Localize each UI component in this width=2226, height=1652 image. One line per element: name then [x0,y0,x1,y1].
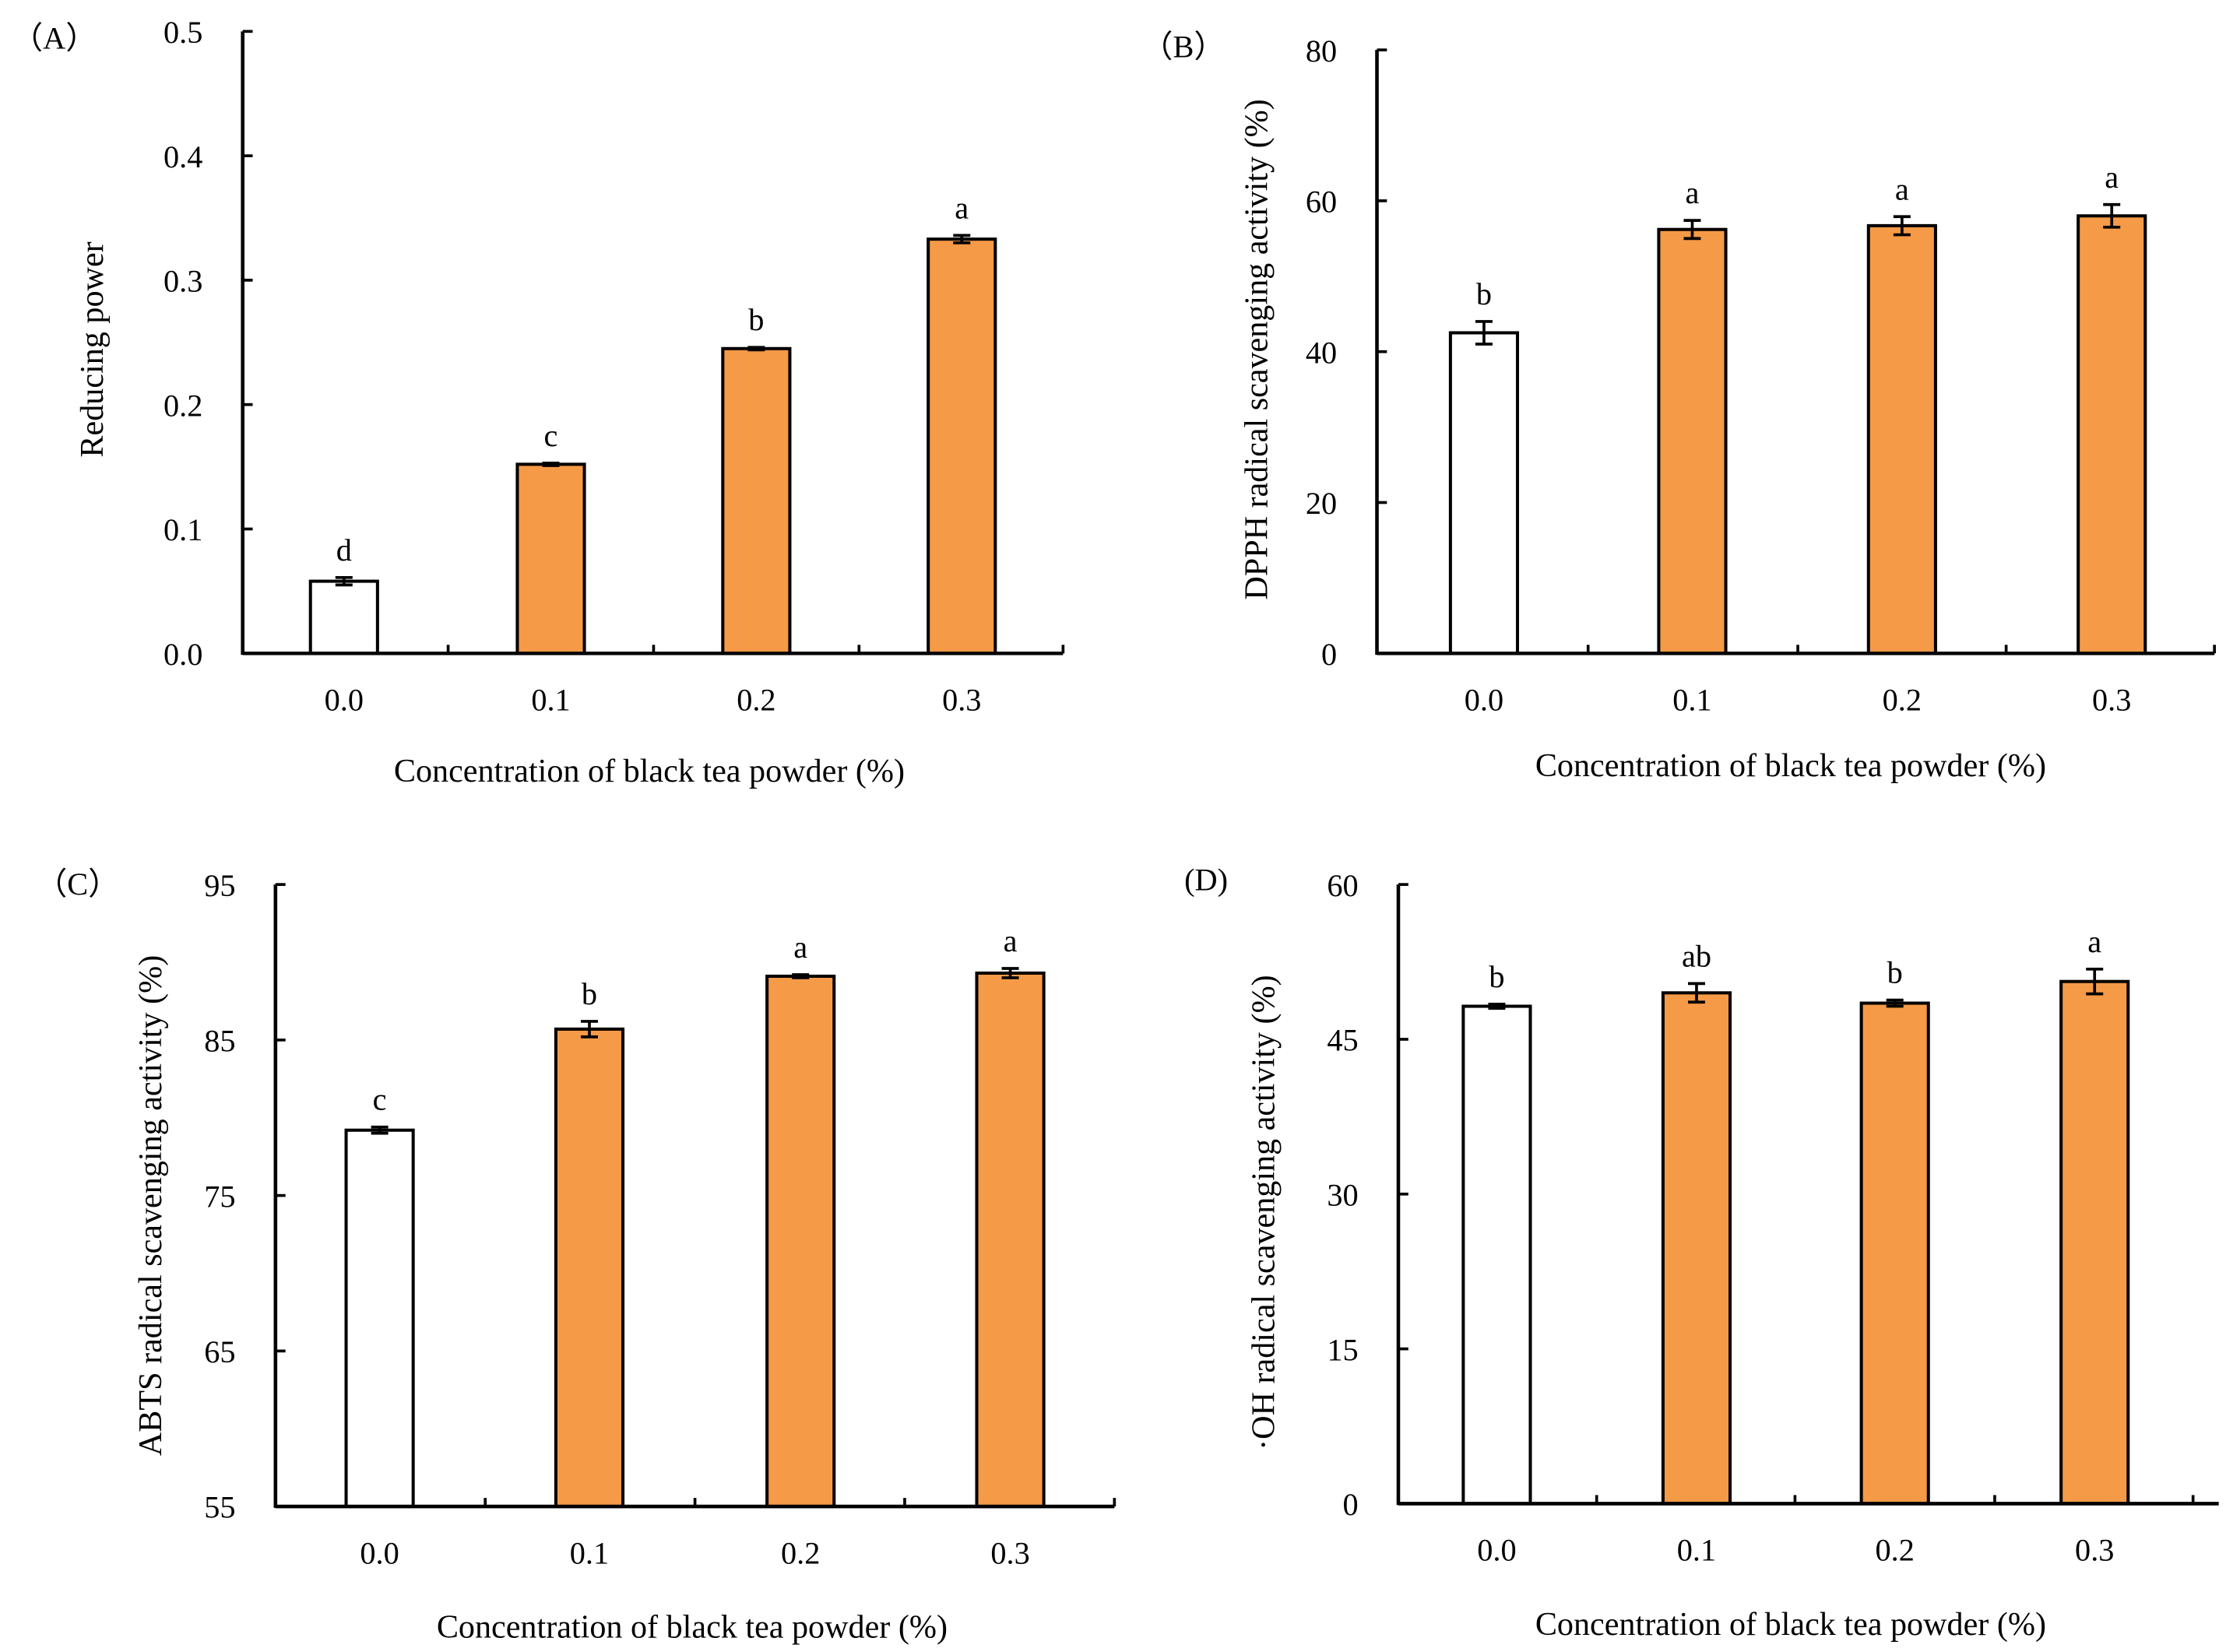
bar [554,1027,625,1509]
y-axis-label: DPPH radical scavenging activity (%) [1238,99,1275,599]
significance-letter: ab [1682,938,1711,973]
bar [721,346,792,656]
x-axis-label: Concentration of black tea powder (%) [437,1609,948,1646]
bar [308,579,379,656]
bar [344,1128,415,1509]
bar [2059,979,2130,1506]
x-tick-label: 0.0 [325,683,364,718]
y-tick-label: 30 [1327,1177,1358,1212]
panel-label: （C） [36,866,119,902]
significance-letter: b [582,976,597,1011]
bar [1866,223,1937,656]
significance-letter: a [2087,924,2101,959]
y-tick-label: 45 [1327,1023,1358,1058]
significance-letter: b [748,302,764,337]
significance-letter: b [1489,959,1504,994]
y-tick-label: 0.3 [164,264,202,299]
significance-letter: a [1895,171,1909,206]
x-tick-label: 0.0 [360,1535,399,1570]
significance-letter: a [1004,923,1018,958]
x-tick-label: 0.0 [1465,683,1503,718]
y-tick-label: 60 [1306,185,1337,220]
y-tick-label: 15 [1327,1332,1358,1367]
y-tick-label: 0.5 [164,15,202,50]
y-tick-label: 0.4 [164,139,202,174]
y-tick-label: 55 [204,1490,235,1525]
y-tick-label: 0.1 [164,512,202,547]
x-axis-label: Concentration of black tea powder (%) [1535,1606,2046,1643]
bar [927,237,997,656]
x-axis-label: Concentration of black tea powder (%) [394,753,905,789]
x-tick-label: 0.2 [1883,683,1922,718]
bar [1859,1001,1930,1506]
significance-letter: a [1686,175,1700,210]
x-tick-label: 0.2 [737,683,775,718]
x-axis-label: Concentration of black tea powder (%) [1535,747,2046,784]
bar [1448,331,1520,656]
y-tick-label: 95 [204,868,235,903]
y-tick-label: 0 [1343,1487,1359,1522]
y-axis-label: ·OH radical scavenging activity (%) [1246,975,1282,1450]
y-tick-label: 0 [1321,637,1337,672]
x-tick-label: 0.1 [1672,683,1711,718]
x-tick-label: 0.3 [942,683,981,718]
panel-a: （A） d 0.0 c 0.1 b 0.2 a 0.3 0.0 0.1 0.2 0.3 0.4 0.5 Con… [12,15,1065,789]
y-tick-label: 60 [1327,868,1358,903]
panel-label: （A） [12,20,97,55]
panel-label: （B） [1141,29,1225,64]
panel-label: (D) [1184,862,1228,897]
y-tick-label: 0.0 [164,637,202,672]
x-tick-label: 0.3 [2092,683,2131,718]
significance-letter: c [544,418,558,453]
bar [515,462,586,656]
x-tick-label: 0.1 [1677,1533,1716,1568]
y-axis-label: Reducing power [74,241,111,457]
bar [1461,1004,1532,1506]
y-tick-label: 80 [1306,33,1337,69]
significance-letter: d [336,533,352,568]
x-tick-label: 0.0 [1477,1533,1516,1568]
y-tick-label: 40 [1306,335,1337,370]
y-axis-label: ABTS radical scavenging activity (%) [132,955,169,1456]
bar [1657,227,1728,656]
significance-letter: c [373,1082,387,1117]
y-tick-label: 75 [204,1179,235,1214]
bar [765,974,836,1509]
bar [1661,991,1732,1506]
x-tick-label: 0.3 [2075,1533,2114,1568]
significance-letter: a [2105,160,2119,195]
significance-letter: b [1476,276,1492,311]
panel-c: （C） c 0.0 b 0.1 a 0.2 a 0.3 55 65 75 85 95 Concentrati… [36,866,1117,1646]
y-tick-label: 20 [1306,486,1337,521]
significance-letter: a [955,190,969,225]
x-tick-label: 0.3 [990,1535,1029,1570]
bar [975,971,1046,1509]
x-tick-label: 0.1 [531,683,570,718]
y-tick-label: 85 [204,1024,235,1059]
significance-letter: b [1887,955,1903,990]
panel-b: （B） b 0.0 a 0.1 a 0.2 a 0.3 0 20 40 60 80 Concentratio… [1141,29,2216,784]
x-tick-label: 0.1 [570,1535,609,1570]
bar [2077,214,2147,656]
x-tick-label: 0.2 [1876,1533,1915,1568]
y-tick-label: 65 [204,1334,235,1369]
y-tick-label: 0.2 [164,388,202,423]
panel-d: (D) b 0.0 ab 0.1 b 0.2 a 0.3 0 15 30 45 60 Concentrati… [1184,862,2219,1643]
significance-letter: a [793,930,807,965]
x-tick-label: 0.2 [781,1535,820,1570]
